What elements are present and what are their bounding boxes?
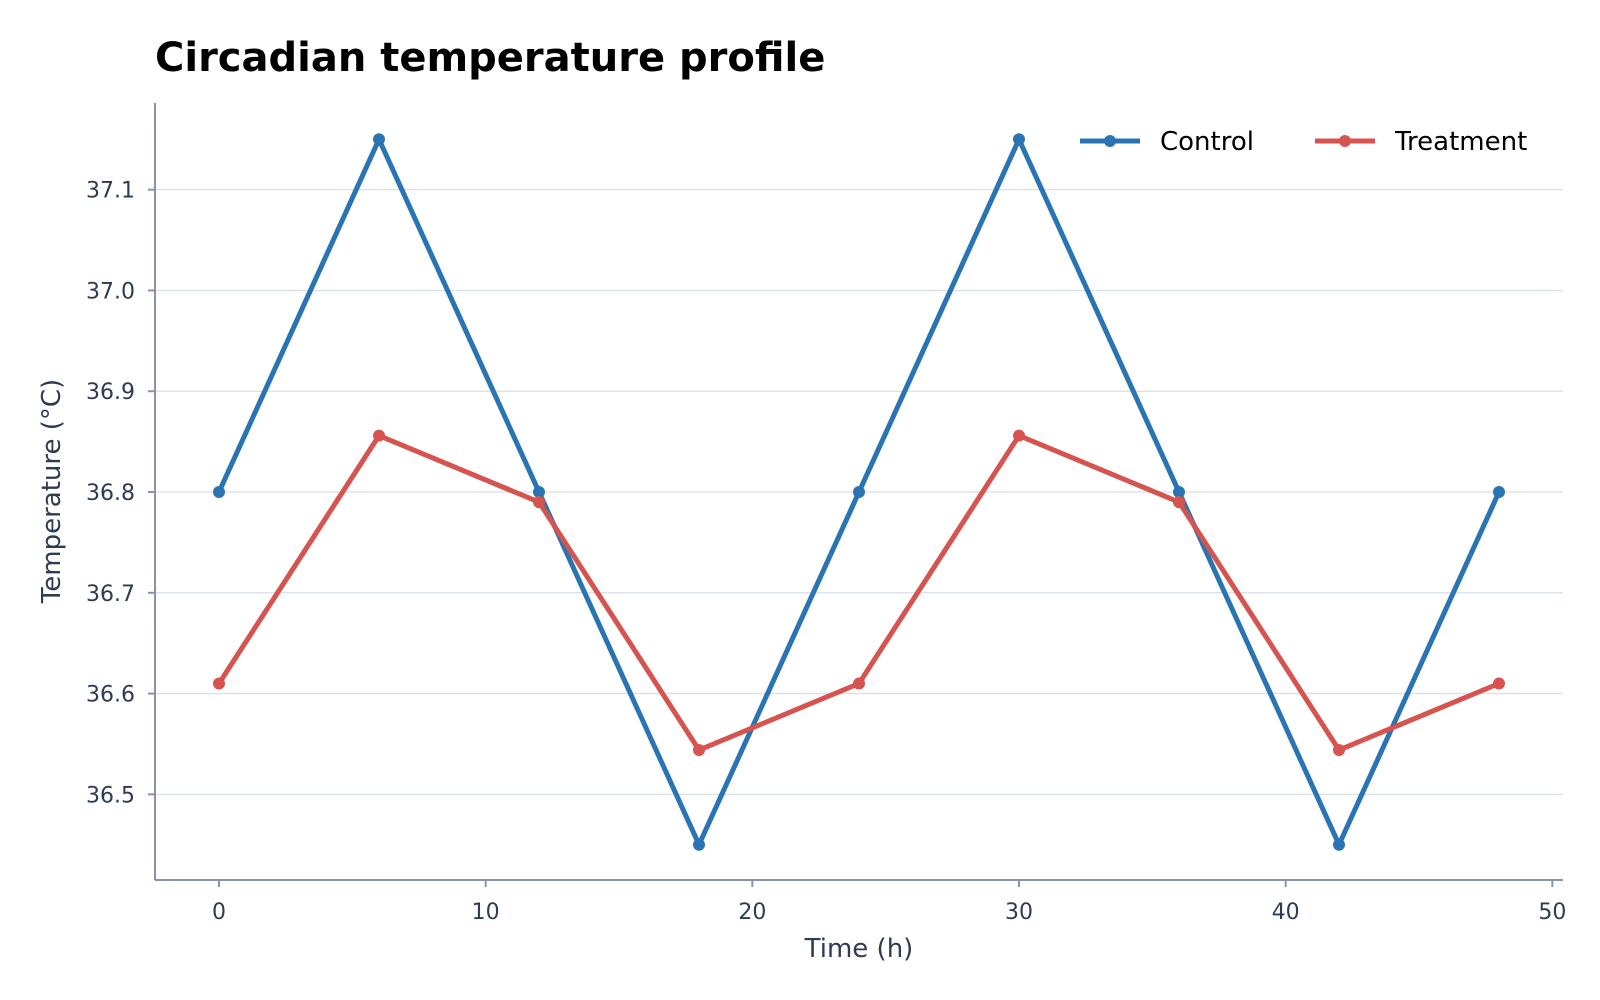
series-treatment — [213, 429, 1505, 756]
y-tick-label: 36.9 — [86, 380, 135, 405]
x-tick-label: 10 — [472, 900, 500, 925]
treatment-point — [1333, 743, 1345, 756]
legend-label-control: Control — [1160, 127, 1254, 157]
x-tick-label: 20 — [738, 900, 766, 925]
chart-title: Circadian temperature profile — [155, 35, 825, 81]
y-axis-ticks: 36.5 36.6 36.7 36.8 36.9 37.0 37.1 — [86, 179, 155, 808]
y-tick-label: 36.6 — [86, 683, 135, 708]
y-axis-label: Temperature (°C) — [37, 379, 67, 604]
control-point — [693, 838, 705, 851]
legend-label-treatment: Treatment — [1394, 127, 1527, 157]
y-tick-label: 37.1 — [86, 179, 135, 204]
x-tick-label: 30 — [1005, 900, 1033, 925]
control-point — [853, 486, 865, 499]
legend: Control Treatment — [1080, 127, 1527, 157]
treatment-point — [1013, 429, 1025, 442]
control-point — [373, 133, 385, 146]
treatment-point — [213, 677, 225, 690]
y-tick-label: 36.7 — [86, 582, 135, 607]
gridlines — [155, 188, 1563, 796]
x-axis-label: Time (h) — [804, 934, 914, 964]
x-tick-label: 40 — [1272, 900, 1300, 925]
y-tick-label: 36.8 — [86, 481, 135, 506]
treatment-point — [1173, 496, 1185, 509]
treatment-point — [693, 743, 705, 756]
treatment-point — [853, 677, 865, 690]
legend-marker-treatment — [1339, 135, 1351, 147]
x-tick-label: 50 — [1538, 900, 1566, 925]
treatment-point — [533, 496, 545, 509]
series-control — [213, 133, 1505, 851]
legend-marker-control — [1104, 135, 1116, 147]
series-group — [213, 133, 1505, 851]
y-tick-label: 36.5 — [86, 783, 135, 808]
x-tick-label: 0 — [212, 900, 226, 925]
control-point — [213, 486, 225, 499]
control-point — [533, 486, 545, 499]
x-axis-ticks: 0 10 20 30 40 50 — [212, 880, 1566, 925]
treatment-point — [1493, 677, 1505, 690]
legend-item-treatment: Treatment — [1315, 127, 1527, 157]
control-point — [1333, 838, 1345, 851]
y-tick-label: 37.0 — [86, 279, 135, 304]
control-point — [1013, 133, 1025, 146]
legend-item-control: Control — [1080, 127, 1254, 157]
control-point — [1493, 486, 1505, 499]
treatment-point — [373, 429, 385, 442]
control-point — [1173, 486, 1185, 499]
